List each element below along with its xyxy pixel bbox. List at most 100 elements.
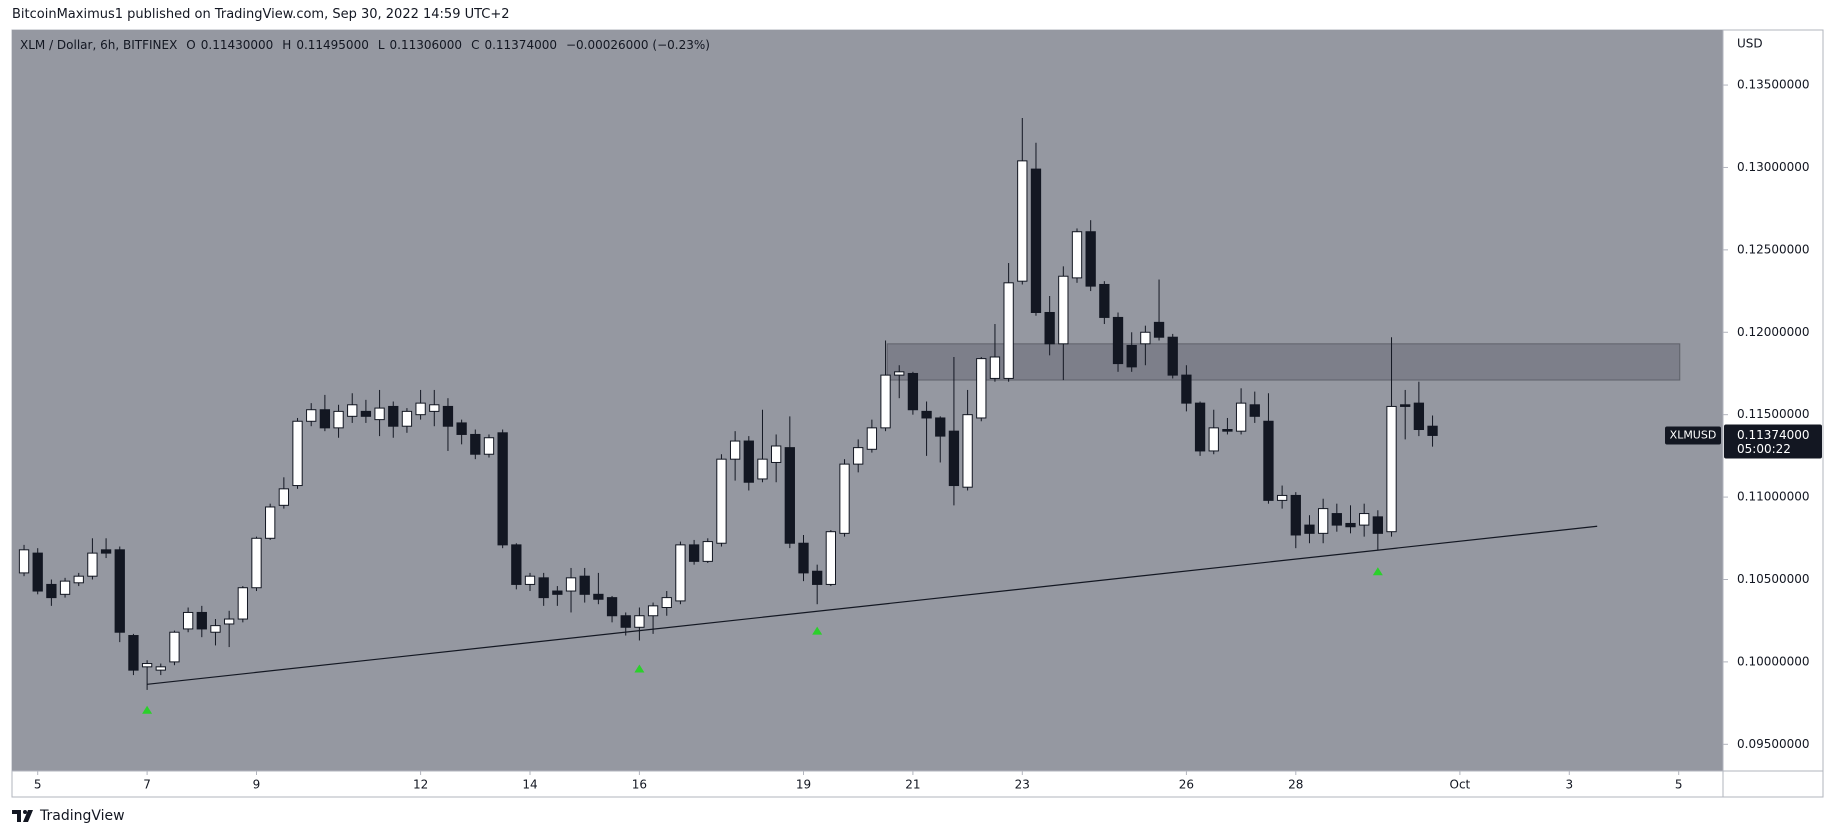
candle-body xyxy=(1112,316,1124,365)
x-tick-label: Oct xyxy=(1450,778,1471,792)
candle-body xyxy=(456,422,467,435)
y-tick-label: 0.11000000 xyxy=(1737,490,1810,504)
candle-body xyxy=(511,544,522,585)
logo-part xyxy=(23,810,27,814)
change: −0.00026000 (−0.23%) xyxy=(565,38,710,52)
candle-body xyxy=(1276,494,1288,501)
candle-body xyxy=(798,542,809,574)
candle-body xyxy=(866,427,878,450)
candle-body xyxy=(935,417,946,437)
candle-body xyxy=(989,356,1001,379)
candle-body xyxy=(1372,516,1383,534)
footer: TradingView xyxy=(12,808,125,824)
x-tick-label: 28 xyxy=(1288,778,1303,792)
candle-body xyxy=(771,445,782,463)
candle-body xyxy=(333,410,344,429)
candle-body xyxy=(1085,231,1096,287)
candle-body xyxy=(921,410,932,419)
candle-body xyxy=(306,409,317,422)
candle-body xyxy=(1222,429,1233,432)
legend-value: 0.11306000 xyxy=(389,38,463,52)
x-tick-label: 3 xyxy=(1565,778,1573,792)
price-label: 0.11374000 xyxy=(1737,428,1810,442)
candle-body xyxy=(757,458,768,480)
marker-arrow xyxy=(812,626,823,635)
candle-body xyxy=(141,663,153,668)
plot-area xyxy=(12,30,1723,771)
candle-body xyxy=(1017,160,1028,282)
candle-body xyxy=(812,570,823,585)
candle-body xyxy=(347,404,358,417)
candle-body xyxy=(784,447,795,544)
candle-body xyxy=(237,587,248,620)
candle-body xyxy=(1044,311,1055,345)
candle-body xyxy=(388,405,399,427)
x-tick-label: 12 xyxy=(413,778,428,792)
candle-body xyxy=(579,575,590,595)
candle-body xyxy=(552,590,563,595)
candle-body xyxy=(251,537,262,589)
marker-arrow xyxy=(634,664,645,673)
candle-body xyxy=(620,615,631,628)
candle-body xyxy=(853,447,864,465)
trendline xyxy=(147,525,1598,685)
candle-body xyxy=(606,597,618,617)
candle-body xyxy=(319,409,331,429)
candle-body xyxy=(73,575,84,584)
candle-body xyxy=(442,405,454,427)
candle-body xyxy=(401,410,413,427)
publish-info: BitcoinMaximus1 published on TradingView… xyxy=(12,7,510,22)
legend-key: O xyxy=(186,38,196,52)
x-tick-label: 5 xyxy=(1675,778,1683,792)
candle-body xyxy=(1153,321,1165,338)
y-tick-label: 0.12500000 xyxy=(1737,242,1810,256)
candle-body xyxy=(1181,374,1192,404)
x-tick-label: 23 xyxy=(1015,778,1030,792)
marker-arrow xyxy=(142,705,153,714)
legend-value: 0.11495000 xyxy=(296,38,369,52)
candle-body xyxy=(360,410,372,417)
candle-body xyxy=(880,374,891,429)
candle-body xyxy=(169,631,180,663)
candle-body xyxy=(524,575,536,585)
candle-body xyxy=(46,583,57,599)
x-tick-label: 5 xyxy=(34,778,42,792)
logo-part xyxy=(12,810,21,814)
brand: TradingView xyxy=(40,808,125,824)
y-axis-label: USD xyxy=(1737,37,1763,51)
candle-body xyxy=(825,531,837,585)
legend-key: C xyxy=(471,38,480,52)
legend-key: H xyxy=(282,38,292,52)
y-tick-label: 0.12000000 xyxy=(1737,325,1810,339)
candle-body xyxy=(278,488,290,506)
candle-body xyxy=(1058,275,1069,345)
candle-body xyxy=(483,437,495,455)
candle-body xyxy=(894,371,905,376)
candle-body xyxy=(962,414,973,488)
y-tick-label: 0.10000000 xyxy=(1737,654,1810,668)
y-tick-label: 0.13000000 xyxy=(1737,160,1810,174)
candle-body xyxy=(497,432,508,546)
candle-body xyxy=(18,549,30,574)
candle-body xyxy=(1126,344,1137,368)
candle-body xyxy=(538,577,549,599)
candle-body xyxy=(155,666,166,671)
symbol-label-box xyxy=(1665,426,1721,445)
candle-body xyxy=(976,358,987,419)
x-tick-label: 26 xyxy=(1179,778,1194,792)
symbol-label: XLMUSD xyxy=(1670,428,1717,441)
candle-body xyxy=(1003,282,1014,379)
candle-body xyxy=(675,544,686,602)
x-tick-label: 14 xyxy=(522,778,537,792)
candle-body xyxy=(292,420,303,487)
candle-body xyxy=(1235,402,1247,432)
candle-body xyxy=(1413,402,1425,431)
candle-body xyxy=(210,625,221,633)
candle-body xyxy=(32,552,43,592)
candle-body xyxy=(1345,522,1356,528)
candle-body xyxy=(1071,231,1083,279)
y-tick-label: 0.10500000 xyxy=(1737,572,1810,586)
x-tick-label: 19 xyxy=(796,778,811,792)
candle-body xyxy=(429,404,440,412)
